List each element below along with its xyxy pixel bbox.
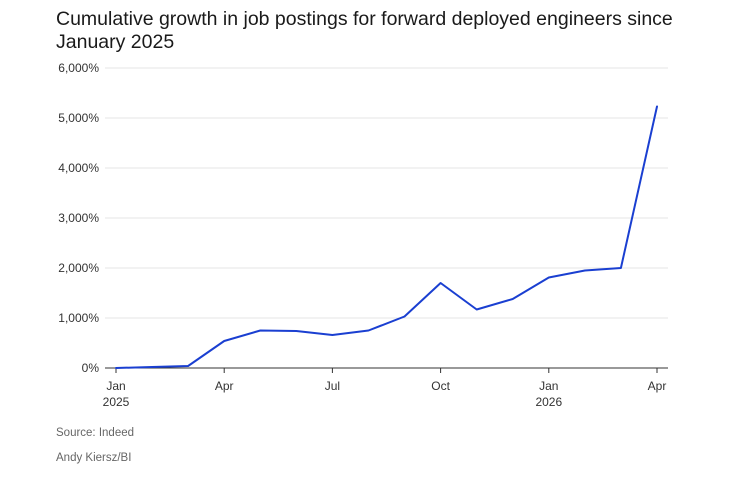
x-tick-label: Jan [539,379,558,393]
x-tick-label: Jan [106,379,125,393]
y-tick-label: 4,000% [58,161,99,175]
y-axis: 0% 1,000% 2,000% 3,000% 4,000% 5,000% 6,000% [58,61,99,375]
gridlines [105,67,668,369]
y-tick-label: 2,000% [58,261,99,275]
x-tick-label: Apr [648,379,667,393]
y-tick-label: 1,000% [58,311,99,325]
x-tick-sublabel: 2026 [535,395,562,409]
y-tick-label: 6,000% [58,61,99,75]
x-tick-label: Apr [215,379,234,393]
x-tick-label: Jul [325,379,340,393]
y-tick-label: 5,000% [58,111,99,125]
x-axis: Jan 2025 Apr Jul Oct Jan 2026 Apr [103,368,667,409]
credit-note: Andy Kiersz/BI [56,452,132,464]
series-line [115,105,658,369]
x-tick-sublabel: 2025 [103,395,130,409]
series [115,105,658,369]
source-note: Source: Indeed [56,427,135,439]
chart-title: Cumulative growth in job postings for fo… [56,8,673,53]
y-tick-label: 0% [82,361,100,375]
y-tick-label: 3,000% [58,211,99,225]
x-tick-label: Oct [431,379,450,393]
